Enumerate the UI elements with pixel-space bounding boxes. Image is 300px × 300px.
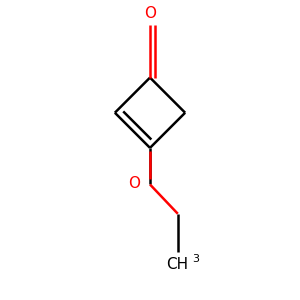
- Text: O: O: [128, 176, 140, 190]
- Text: 3: 3: [192, 254, 199, 264]
- Text: O: O: [144, 6, 156, 21]
- Text: CH: CH: [166, 257, 188, 272]
